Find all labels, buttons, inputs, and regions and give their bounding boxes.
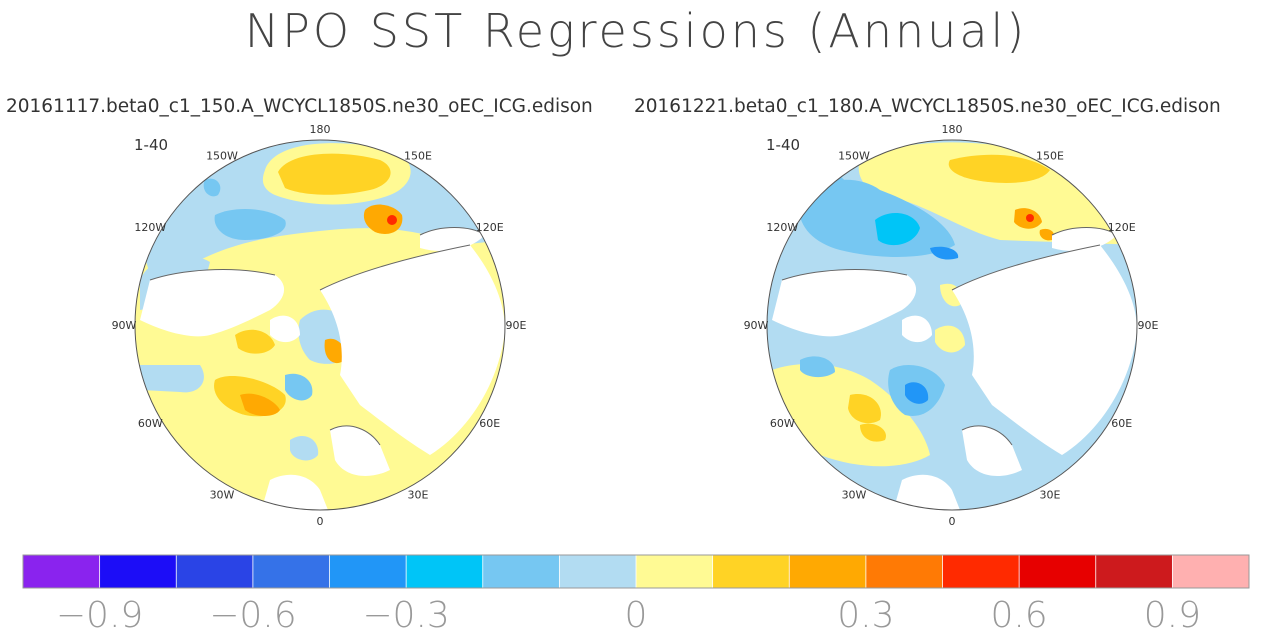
colorbar-bin-15 [1171, 554, 1250, 589]
lon-label-left-0: 0 [317, 515, 324, 528]
lon-label-right-150E: 150E [1036, 149, 1064, 162]
colorbar-bin-12 [942, 554, 1021, 589]
colorbar-tick-4: 0.3 [837, 595, 894, 635]
lon-label-left-150E: 150E [404, 149, 432, 162]
colorbar-tick-5: 0.6 [990, 595, 1047, 635]
period-label-right: 1-40 [766, 136, 800, 154]
colorbar-bin-9 [712, 554, 791, 589]
lon-label-left-150W: 150W [206, 149, 238, 162]
figure-title: NPO SST Regressions (Annual) [244, 4, 1028, 58]
map-panel-left [134, 139, 506, 511]
colorbar-tick-labels: −0.9 −0.6 −0.3 0 0.3 0.6 0.9 [56, 595, 1201, 635]
colorbar-tick-2: −0.3 [362, 595, 449, 635]
panel-left-subtitle: 20161117.beta0_c1_150.A_WCYCL1850S.ne30_… [6, 96, 593, 117]
colorbar-bin-13 [1018, 554, 1097, 589]
colorbar-tick-6: 0.9 [1144, 595, 1201, 635]
lon-label-left-120E: 120E [476, 221, 504, 234]
colorbar-bin-5 [405, 554, 484, 589]
colorbar-bin-2 [175, 554, 254, 589]
lon-label-right-0: 0 [949, 515, 956, 528]
lon-label-right-30W: 30W [842, 489, 867, 502]
lon-label-right-120E: 120E [1108, 221, 1136, 234]
map-panel-right [766, 139, 1138, 511]
lon-label-left-30W: 30W [210, 489, 235, 502]
lon-label-left-30E: 30E [408, 489, 429, 502]
lon-label-right-30E: 30E [1040, 489, 1061, 502]
period-label-left: 1-40 [134, 136, 168, 154]
colorbar-bin-8 [635, 554, 714, 589]
lon-label-left-60E: 60E [479, 417, 500, 430]
colorbar-tick-1: −0.6 [209, 595, 296, 635]
colorbar [22, 554, 1250, 589]
colorbar-bin-4 [329, 554, 408, 589]
panel-right-subtitle: 20161221.beta0_c1_180.A_WCYCL1850S.ne30_… [634, 96, 1221, 117]
colorbar-bin-10 [788, 554, 867, 589]
lon-label-right-60E: 60E [1111, 417, 1132, 430]
sst-field-right [767, 140, 1137, 510]
lon-label-left-90W: 90W [112, 319, 137, 332]
lon-label-right-120W: 120W [766, 221, 798, 234]
lon-label-left-180: 180 [310, 123, 331, 136]
lon-label-left-120W: 120W [134, 221, 166, 234]
colorbar-bin-1 [99, 554, 178, 589]
lon-label-right-90W: 90W [744, 319, 769, 332]
colorbar-bin-11 [865, 554, 944, 589]
lon-label-right-90E: 90E [1138, 319, 1159, 332]
longitude-labels: 180 150W 150E 120W 120E 90W 90E 60W 60E 30W 30E 0 18… [112, 123, 1159, 528]
colorbar-bin-6 [482, 554, 561, 589]
colorbar-bin-14 [1095, 554, 1174, 589]
lon-label-left-90E: 90E [506, 319, 527, 332]
lon-label-right-60W: 60W [770, 417, 795, 430]
colorbar-tick-3: 0 [625, 595, 648, 635]
lon-label-right-150W: 150W [838, 149, 870, 162]
lon-label-right-180: 180 [942, 123, 963, 136]
colorbar-frame [22, 554, 1250, 589]
colorbar-bin-3 [252, 554, 331, 589]
colorbar-tick-0: −0.9 [56, 595, 143, 635]
colorbar-bin-7 [558, 554, 637, 589]
lon-label-left-60W: 60W [138, 417, 163, 430]
colorbar-bin-0 [22, 554, 101, 589]
sst-field-left [135, 140, 505, 510]
